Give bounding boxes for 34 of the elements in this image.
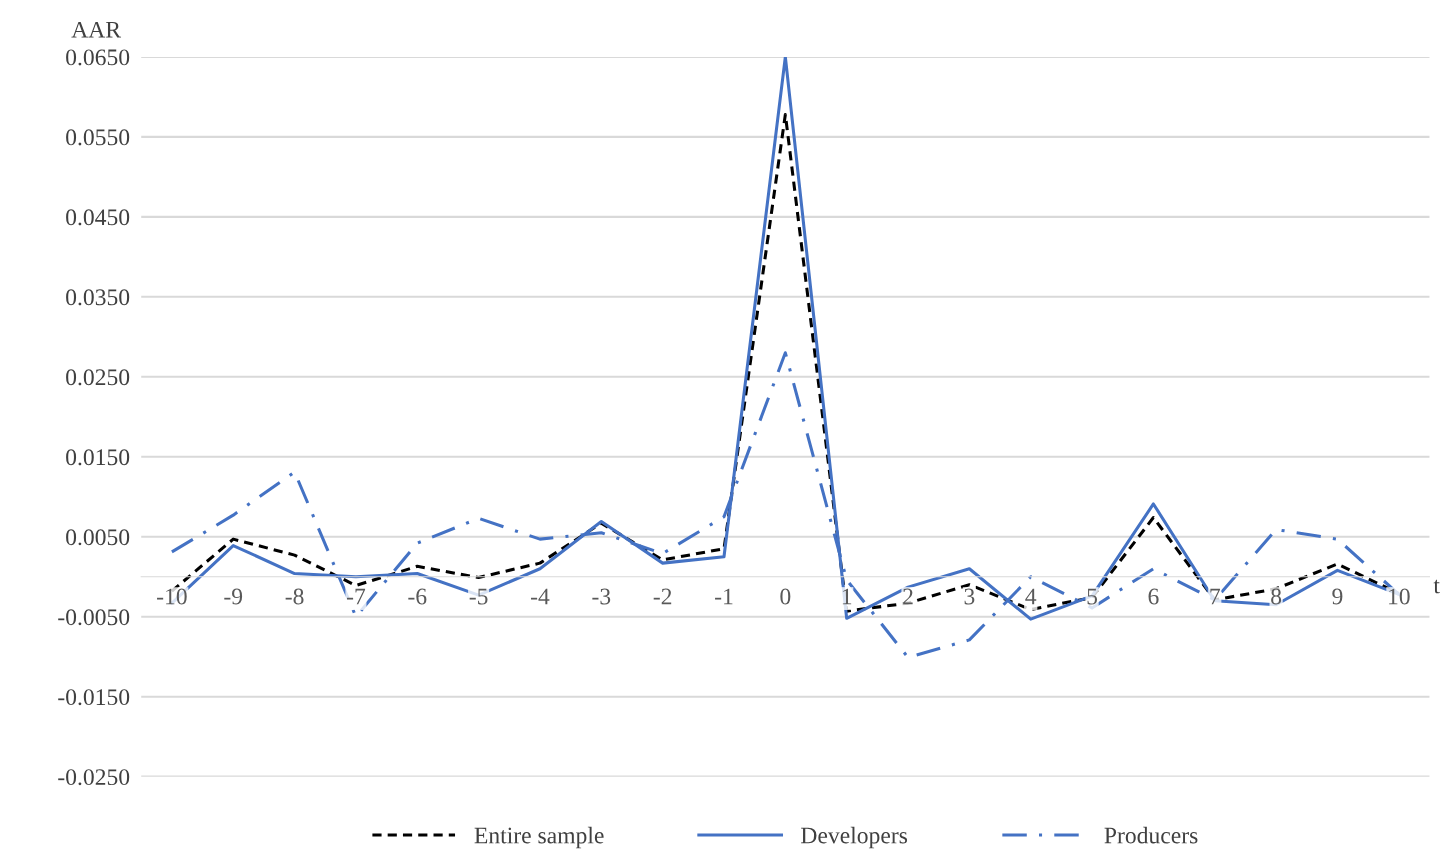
x-tick-label: -4 (531, 588, 550, 605)
x-tick-label: 2 (903, 588, 913, 605)
y-tick-label: 0.0050 (66, 529, 130, 546)
y-tick-label: 0.0350 (66, 289, 130, 306)
x-tick-label: -2 (653, 588, 672, 605)
y-tick-label: 0.0650 (66, 49, 130, 66)
legend-label: Entire sample (474, 826, 604, 849)
y-tick-label: 0.0250 (66, 369, 130, 386)
legend-label: Producers (1104, 826, 1198, 844)
y-tick-label: 0.0150 (66, 449, 130, 466)
x-axis-title: t (1433, 579, 1440, 594)
y-axis-title: AAR (71, 21, 122, 38)
x-tick-label: 9 (1332, 588, 1343, 605)
y-tick-label: -0.0250 (58, 769, 130, 786)
x-tick-label: 10 (1389, 588, 1410, 605)
x-tick-label: 8 (1271, 588, 1282, 605)
y-tick-label: -0.0050 (58, 609, 130, 626)
x-tick-label: 1 (842, 588, 852, 605)
y-tick-label: -0.0150 (58, 689, 130, 706)
x-tick-label: -7 (346, 588, 366, 605)
x-tick-label: 6 (1148, 588, 1159, 605)
x-tick-label: -5 (469, 588, 488, 605)
x-tick-label: -6 (408, 588, 427, 605)
legend-label: Developers (801, 826, 908, 849)
x-tick-label: -8 (285, 588, 304, 605)
x-tick-label: -10 (157, 588, 187, 605)
x-tick-label: 0 (780, 588, 791, 605)
x-tick-label: 4 (1025, 588, 1037, 605)
x-tick-label: -1 (715, 588, 733, 605)
x-tick-label: -9 (224, 588, 243, 605)
x-tick-label: -3 (592, 588, 611, 605)
y-tick-label: 0.0450 (66, 209, 130, 226)
x-tick-label: 3 (964, 588, 975, 605)
y-tick-label: 0.0550 (66, 129, 130, 146)
